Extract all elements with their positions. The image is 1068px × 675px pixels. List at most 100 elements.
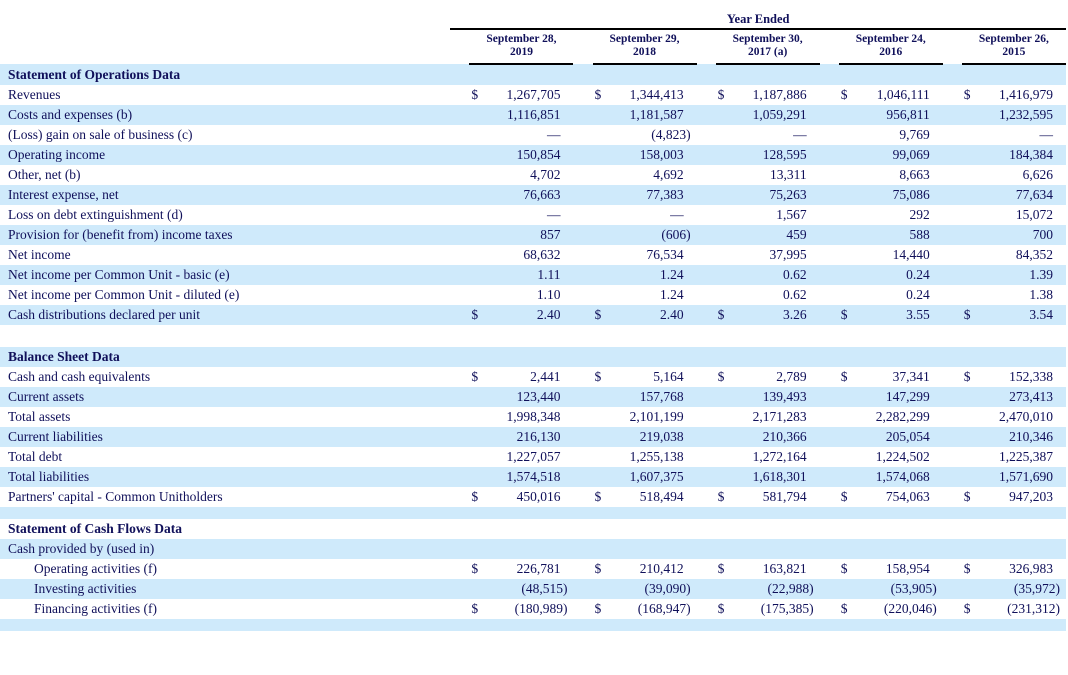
column-gap: [573, 487, 592, 507]
cell-value: 450,016: [516, 489, 561, 504]
dollar-sign: [838, 185, 861, 205]
column-gap: [943, 407, 962, 427]
column-gap: [450, 125, 469, 145]
dollar-sign: $: [594, 369, 602, 384]
column-gap: [819, 427, 839, 447]
cell-value: 75,086: [860, 185, 943, 205]
table-row: Cash and cash equivalents $2,441 $5,164 $2,…: [0, 367, 1066, 387]
cell-value: 1,344,413: [629, 87, 684, 102]
dollar-sign: [961, 387, 984, 407]
column-gap: [820, 285, 839, 305]
dollar-sign: [839, 245, 861, 265]
column-gap: [942, 185, 962, 205]
cell-value: 123,440: [491, 387, 574, 407]
dollar-sign: $: [963, 601, 971, 616]
table-row: Cash distributions declared per unit $2.4…: [0, 305, 1066, 325]
cell-value: 5,164: [653, 369, 684, 384]
cell-value: (4,823): [651, 127, 691, 142]
cell-value: 1,187,886: [752, 87, 807, 102]
section-spacer-row: [0, 619, 1066, 631]
cell-value: 1,998,348: [506, 409, 561, 424]
dollar-sign: [592, 539, 615, 559]
column-header-line1: September 28,: [486, 33, 557, 45]
dollar-sign: [469, 165, 491, 185]
cell-value: 2,282,299: [875, 409, 930, 424]
cell-value: 1,574,068: [860, 467, 943, 487]
dollar-sign: [838, 539, 861, 559]
dollar-sign: [715, 539, 738, 559]
column-gap: [573, 185, 593, 205]
cell-value: 14,440: [892, 247, 930, 262]
column-gap: [942, 145, 962, 165]
cell-value: —: [546, 127, 561, 142]
cell-value: (48,515): [491, 579, 574, 599]
column-gap: [573, 407, 592, 427]
table-row: Financing activities (f) $ (180,989) $ (168,…: [0, 599, 1066, 619]
cell-value: 0.24: [906, 287, 930, 302]
cell-value: 754,063: [885, 489, 930, 504]
row-label: Total assets: [8, 409, 71, 424]
row-label: Financing activities (f): [34, 601, 157, 616]
row-label: Cash provided by (used in): [0, 539, 451, 559]
cell-value: 2,171,283: [752, 409, 807, 424]
cell-value: 1,571,690: [983, 467, 1066, 487]
table-row: Cash provided by (used in): [0, 539, 1066, 559]
header-spacer: [0, 29, 450, 64]
cell-value: 210,366: [737, 427, 820, 447]
cell-value: 139,493: [737, 387, 820, 407]
column-gap: [573, 165, 592, 185]
cell-value: 184,384: [983, 145, 1066, 165]
cell-value: 216,130: [491, 427, 574, 447]
cell-value: (180,989): [514, 601, 568, 616]
column-gap: [450, 245, 469, 265]
column-header-line1: September 30,: [732, 33, 803, 45]
cell-value: 857: [491, 225, 574, 245]
cell-value: 1.24: [614, 265, 697, 285]
column-gap: [450, 467, 470, 487]
cell-value: 4,702: [530, 167, 561, 182]
dollar-sign: $: [963, 489, 971, 504]
cell-value: 68,632: [523, 247, 561, 262]
column-header-line1: September 24,: [855, 33, 926, 45]
cell-value: 3.54: [983, 305, 1066, 325]
column-gap: [450, 265, 470, 285]
row-label: Net income per Common Unit - diluted (e): [8, 287, 240, 302]
section-header-row: Statement of Cash Flows Data: [0, 519, 1066, 539]
column-gap: [943, 559, 962, 579]
cell-value: —: [546, 207, 561, 222]
cell-value: [491, 539, 574, 559]
column-gap: [943, 245, 962, 265]
cell-value: 1,059,291: [737, 105, 820, 125]
dollar-sign: $: [594, 489, 602, 504]
selected-financial-data-table: Year Ended September 28, 2019 September 29…: [0, 9, 1066, 631]
cell-value: 150,854: [491, 145, 574, 165]
dollar-sign: [961, 427, 984, 447]
section-spacer: [0, 325, 1066, 347]
dollar-sign: [469, 265, 492, 285]
column-gap: [697, 245, 716, 265]
column-gap: [820, 245, 839, 265]
dollar-sign: [469, 447, 491, 467]
dollar-sign: $: [717, 561, 725, 576]
column-header-line2: 2017 (a): [747, 46, 788, 58]
row-label: Operating income: [0, 145, 451, 165]
dollar-sign: [962, 205, 984, 225]
cell-value: 1,267,705: [506, 87, 561, 102]
column-gap: [450, 487, 469, 507]
column-gap: [697, 85, 716, 105]
column-gap: [450, 305, 470, 325]
column-header-date: September 24, 2016: [838, 29, 943, 65]
column-gap: [450, 387, 470, 407]
dollar-sign: [962, 285, 984, 305]
dollar-sign: [838, 427, 861, 447]
column-gap: [820, 29, 839, 64]
table-row: Operating activities (f) $226,781 $210,412…: [0, 559, 1066, 579]
column-gap: [573, 85, 592, 105]
column-gap: [450, 225, 470, 245]
column-gap: [697, 559, 716, 579]
dollar-sign: [593, 447, 615, 467]
cell-value: 588: [860, 225, 943, 245]
column-gap: [450, 165, 469, 185]
column-gap: [819, 145, 839, 165]
row-label: Interest expense, net: [0, 185, 451, 205]
